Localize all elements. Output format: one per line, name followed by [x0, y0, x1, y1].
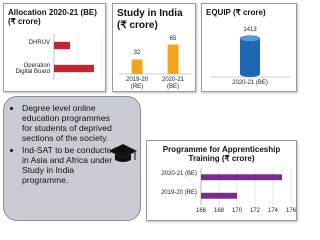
category-label: Operation Digital Board — [15, 62, 50, 76]
bar — [167, 44, 179, 74]
bullet: Ind-SAT to be conducted in Asia and Afri… — [22, 145, 120, 186]
chart-title: EQUIP (₹ crore) — [206, 8, 266, 17]
category-label: 2019-20 (RE) — [160, 189, 197, 196]
graduation-cap-icon — [109, 144, 137, 162]
chart-title: Programme for Apprenticeship Training (₹… — [162, 145, 281, 164]
info-box: Degree level online education programmes… — [3, 96, 141, 221]
plot — [119, 44, 191, 75]
x-tick-label: 174 — [267, 208, 278, 214]
value-label: 32 — [133, 50, 141, 57]
category-label: 2020-21 (BE) — [161, 171, 197, 178]
bar — [54, 64, 94, 73]
bar — [201, 174, 282, 181]
infographic: Degree level online education programmes… — [0, 0, 300, 224]
chart-title: Allocation 2020-21 (BE) (₹ crore) — [8, 8, 97, 27]
chart-title: Study in India (₹ crore) — [117, 8, 183, 31]
chart-panel: EQUIP (₹ crore) 1413 2020-21 (BE) — [201, 3, 297, 92]
plot — [210, 35, 290, 78]
plot — [200, 168, 292, 205]
bar — [131, 59, 143, 74]
category-label: 2020-21 (BE) — [232, 80, 268, 86]
x-tick-label: 172 — [249, 208, 260, 214]
value-label: 65 — [169, 35, 177, 42]
chart-panel: Programme for Apprenticeship Training (₹… — [146, 140, 297, 221]
cylinder-bar — [240, 38, 260, 77]
x-tick-label: 170 — [231, 208, 242, 214]
cylinder-top — [239, 35, 261, 42]
x-tick-label: 168 — [213, 208, 224, 214]
category-label: 2020-21 (BE) — [161, 77, 185, 90]
category-label: DHRUV — [28, 39, 50, 46]
chart-panel: Study in India (₹ crore) 32 2019-20 (RE) 65… — [112, 3, 196, 92]
bar — [54, 41, 70, 50]
x-tick-label: 176 — [285, 208, 296, 214]
bullet-list: Degree level online education programmes… — [4, 97, 140, 185]
value-label: 1413 — [243, 26, 257, 33]
bar — [201, 192, 237, 199]
x-tick-label: 166 — [195, 208, 206, 214]
bullet: Degree level online education programmes… — [22, 103, 120, 144]
chart-panel: Allocation 2020-21 (BE) (₹ crore) DHRUV Op… — [3, 3, 106, 92]
category-label: 2019-20 (RE) — [125, 77, 149, 90]
plot — [53, 34, 103, 80]
